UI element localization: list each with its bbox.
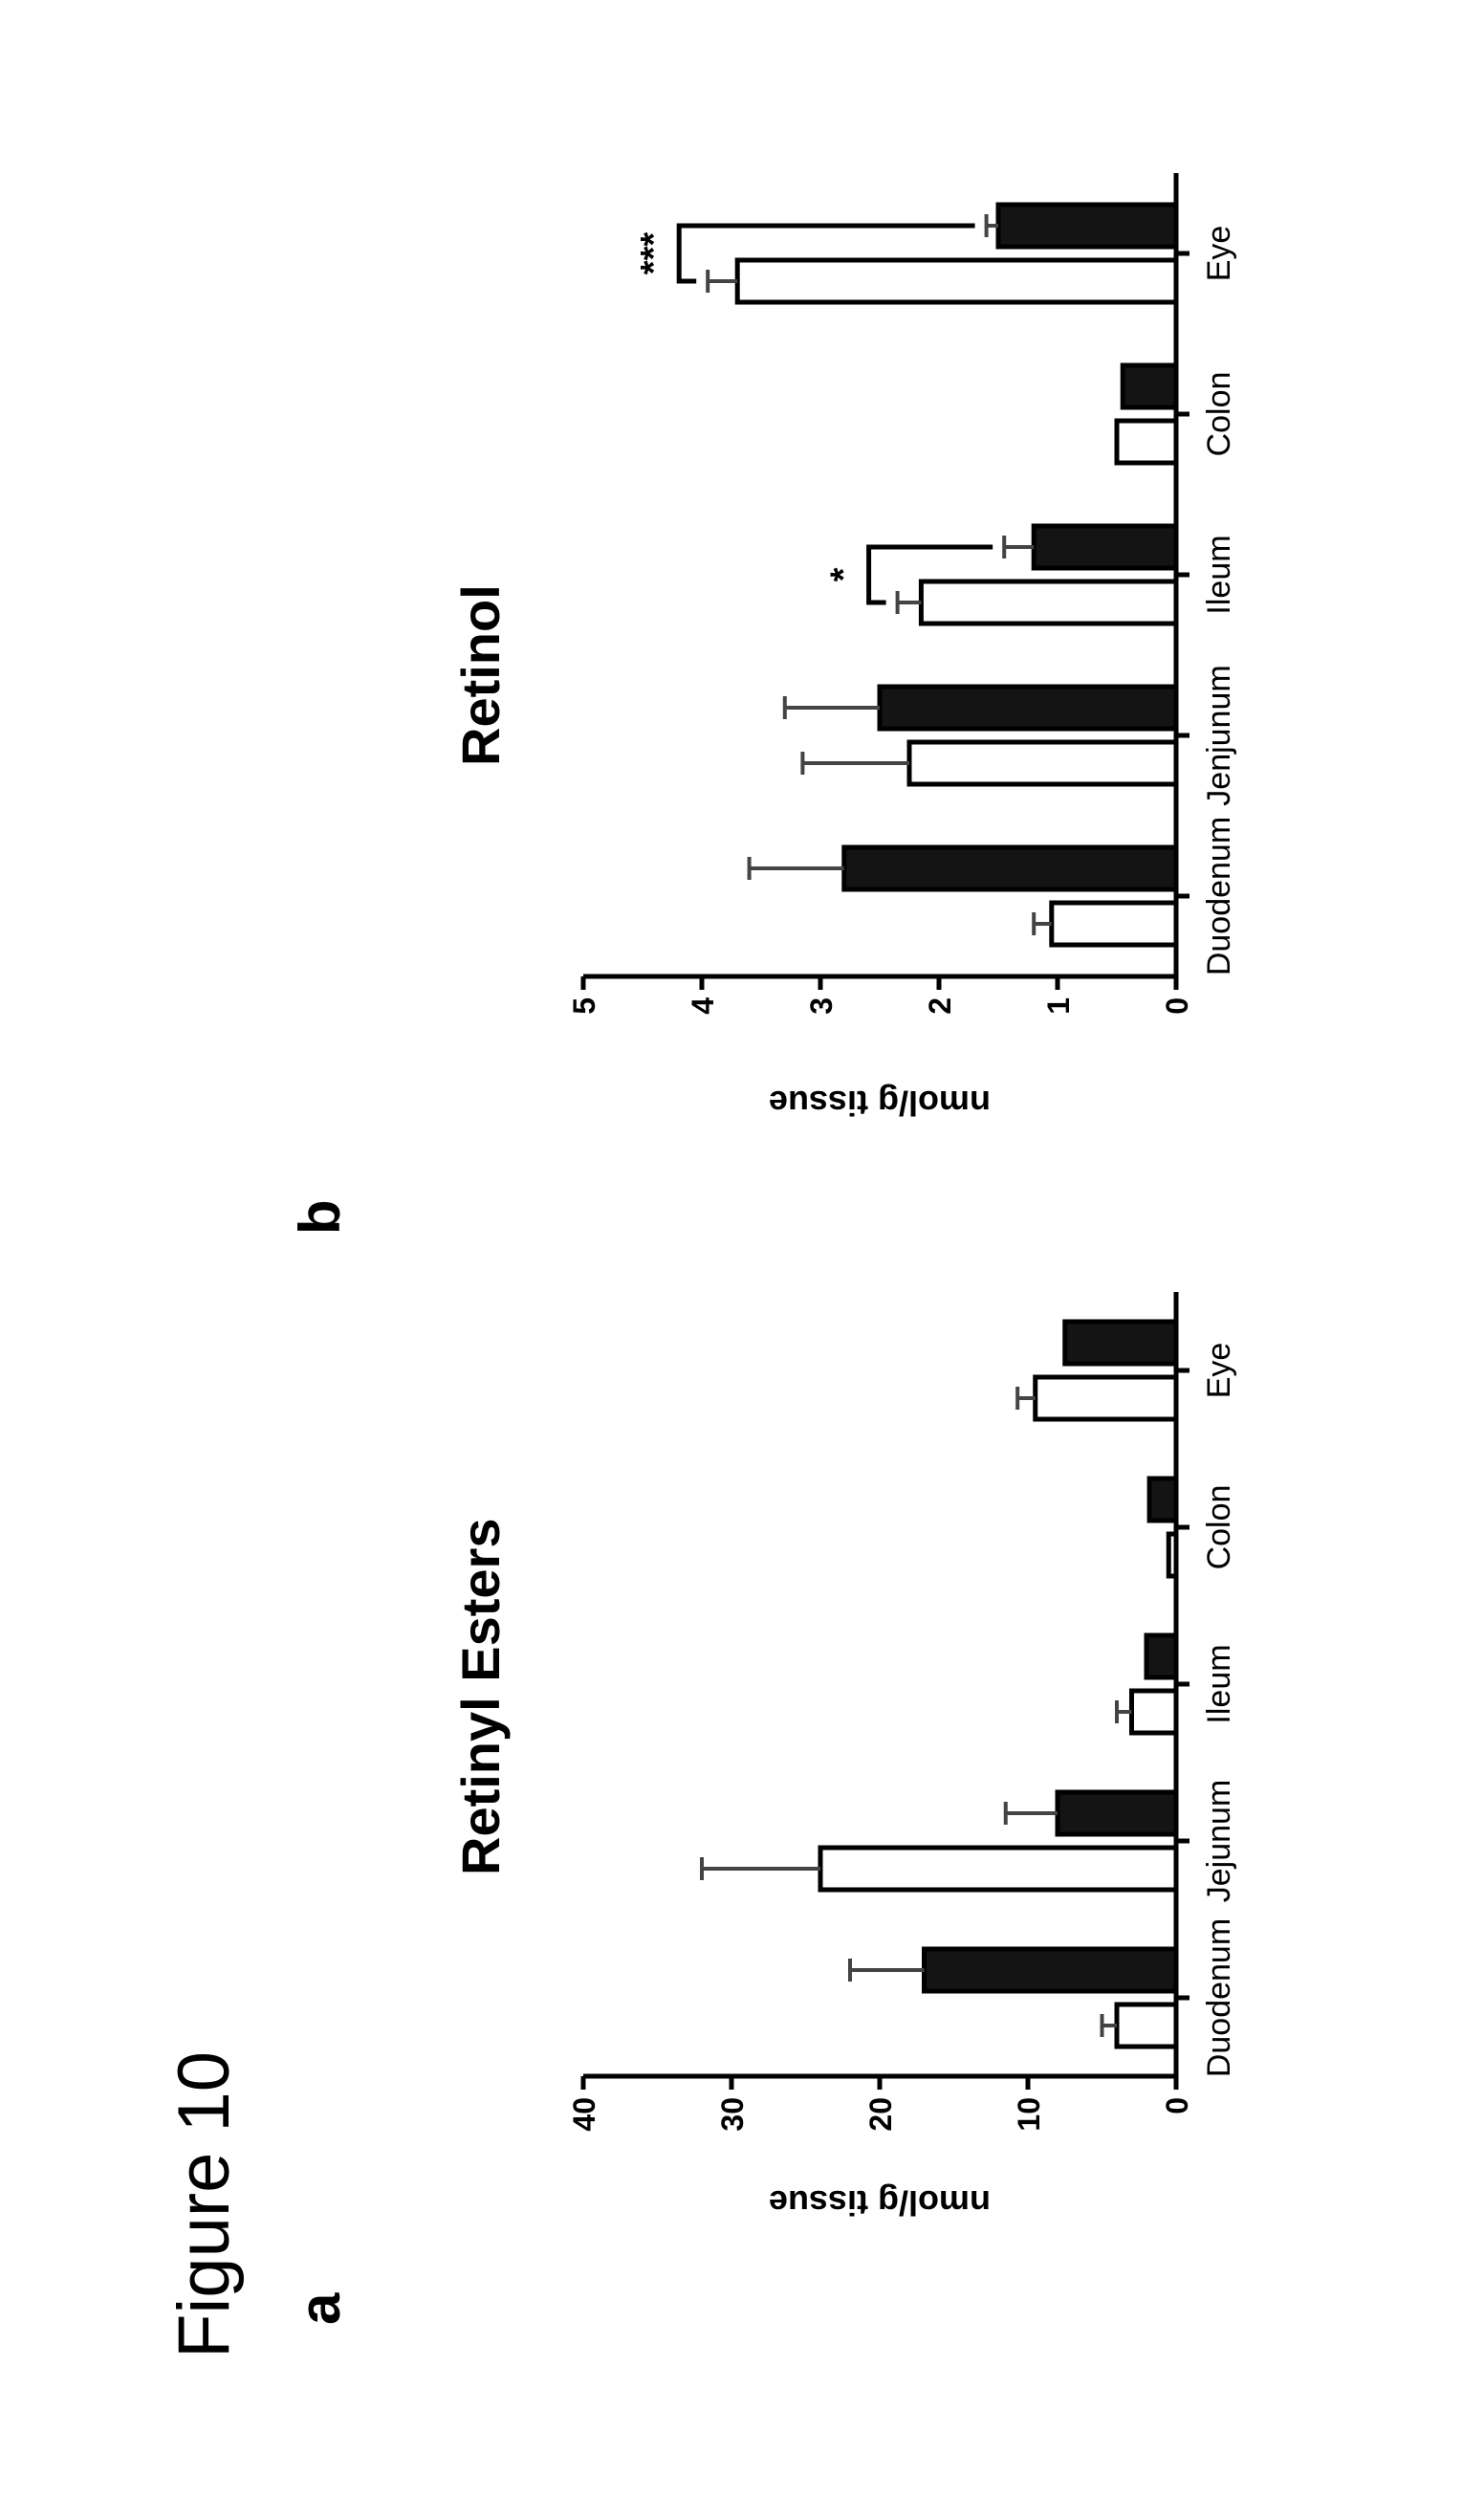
- chart-b-y-tick-label: 5: [567, 997, 601, 1015]
- chart-b-y-tick-label: 1: [1041, 997, 1076, 1015]
- chart-b-bar-white-1: [909, 742, 1176, 784]
- chart-b-bar-white-0: [1052, 903, 1176, 945]
- chart-b-bar-black-4: [998, 205, 1176, 247]
- chart-b-y-tick-label: 2: [923, 997, 957, 1015]
- chart-b-bar-black-1: [880, 687, 1176, 729]
- chart-b-y-tick-label: 3: [804, 997, 839, 1015]
- chart-b-y-axis-label: nmol/g tissue: [769, 1084, 991, 1123]
- chart-b-x-tick-label: Eye: [1201, 226, 1237, 282]
- chart-b-x-tick-label: Duodenum: [1201, 817, 1237, 975]
- chart-b-x-tick-label: Colon: [1201, 372, 1237, 457]
- chart-b-bar-white-4: [737, 260, 1176, 302]
- chart-b-bar-white-3: [1117, 421, 1176, 463]
- chart-b-bar-black-3: [1123, 365, 1176, 407]
- chart-b-bar-white-2: [921, 581, 1176, 624]
- chart-b-significance-marker: ***: [634, 232, 674, 275]
- chart-b-significance-marker: *: [824, 567, 864, 581]
- chart-b-x-tick-label: Jenjunum: [1201, 665, 1237, 805]
- chart-b-x-tick-label: Ileum: [1201, 535, 1237, 614]
- chart-b-bar-black-2: [1034, 526, 1176, 568]
- chart-b-bar-black-0: [844, 847, 1176, 889]
- chart-b-y-tick-label: 4: [686, 997, 720, 1015]
- chart-b-y-tick-label: 0: [1160, 997, 1194, 1015]
